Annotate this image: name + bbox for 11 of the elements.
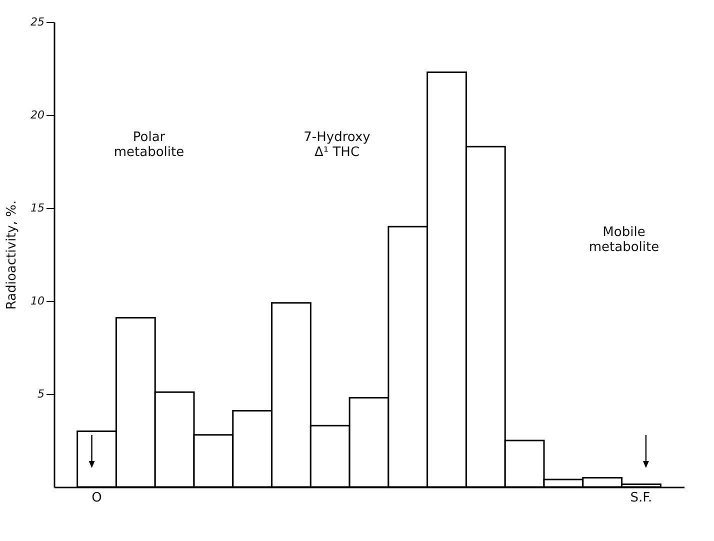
annotation: 7-Hydroxy Δ¹ THC xyxy=(304,130,371,160)
x-tick-label: O xyxy=(92,490,102,506)
annotation: Mobile metabolite xyxy=(588,225,660,255)
y-tick-label: 15 xyxy=(30,202,44,214)
y-axis-title: Radioactivity, %. xyxy=(4,200,20,310)
y-tick-label: 10 xyxy=(30,294,44,308)
annotation: Polar metabolite xyxy=(114,130,184,160)
y-tick-label: 25 xyxy=(30,16,44,28)
y-tick-label: 5 xyxy=(38,388,44,400)
y-tick-label: 20 xyxy=(30,108,44,122)
x-tick-label: S.F. xyxy=(630,490,652,506)
